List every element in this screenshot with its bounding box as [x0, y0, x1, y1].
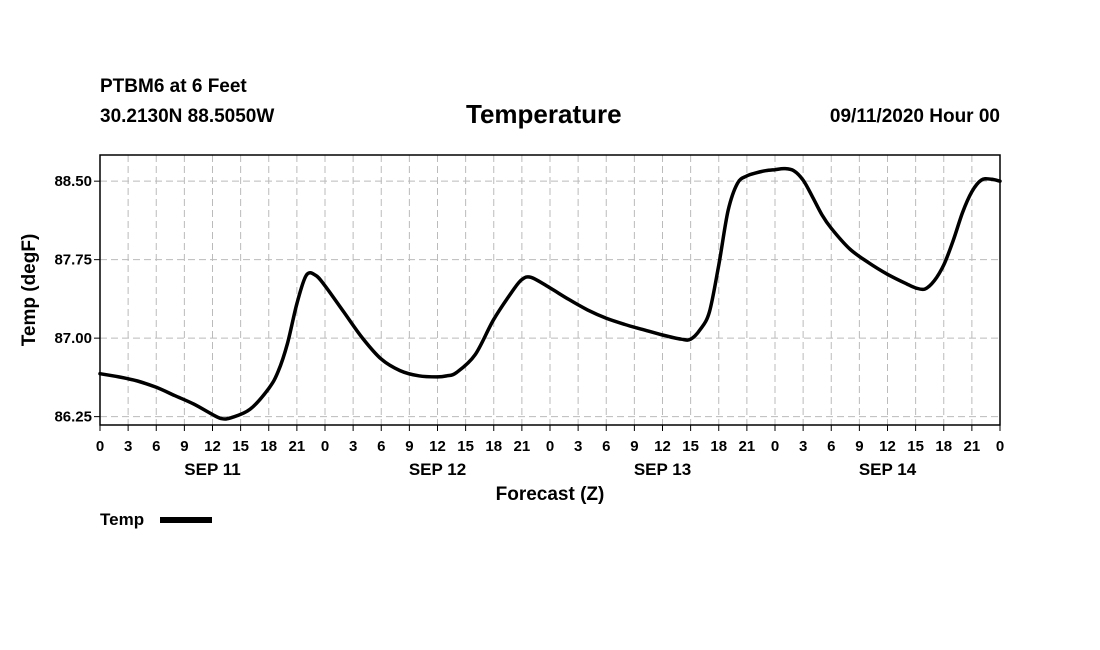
x-tick-label: 6 — [602, 438, 610, 455]
x-tick-label: 9 — [855, 438, 863, 455]
x-tick-label: 15 — [232, 438, 249, 455]
day-label: SEP 11 — [184, 460, 240, 479]
day-label: SEP 13 — [634, 460, 691, 479]
x-axis: 0 3 6 9 12 15 18 21 0 3 6 9 12 15 18 21 0 3 6 9 12 15 18 21 0 3 6 9… — [96, 425, 1004, 455]
x-tick-label: 18 — [935, 438, 952, 455]
x-axis-label: Forecast (Z) — [496, 484, 605, 505]
x-tick-label: 3 — [124, 438, 132, 455]
x-tick-label: 0 — [546, 438, 554, 455]
x-tick-label: 18 — [260, 438, 277, 455]
coordinates-label: 30.2130N 88.5050W — [100, 106, 275, 127]
x-tick-label: 21 — [289, 438, 306, 455]
x-tick-label: 21 — [514, 438, 531, 455]
day-labels: SEP 11 SEP 12 SEP 13 SEP 14 — [184, 460, 916, 479]
station-label: PTBM6 at 6 Feet — [100, 76, 247, 97]
legend: Temp — [100, 510, 212, 529]
x-tick-label: 3 — [349, 438, 357, 455]
y-tick-label: 87.00 — [54, 330, 92, 347]
x-tick-label: 18 — [485, 438, 502, 455]
x-tick-label: 12 — [654, 438, 671, 455]
x-tick-label: 9 — [405, 438, 413, 455]
x-tick-label: 3 — [799, 438, 807, 455]
x-tick-label: 3 — [574, 438, 582, 455]
x-tick-label: 6 — [152, 438, 160, 455]
x-tick-label: 0 — [96, 438, 104, 455]
grid-lines — [100, 155, 1000, 425]
y-axis-label: Temp (degF) — [19, 234, 40, 347]
x-tick-label: 9 — [630, 438, 638, 455]
x-tick-label: 6 — [377, 438, 385, 455]
x-tick-label: 12 — [429, 438, 446, 455]
day-label: SEP 12 — [409, 460, 466, 479]
day-label: SEP 14 — [859, 460, 917, 479]
y-tick-label: 86.25 — [54, 409, 92, 426]
temp-series-line — [98, 166, 1002, 421]
x-tick-label: 15 — [457, 438, 474, 455]
x-tick-label: 0 — [771, 438, 779, 455]
x-tick-label: 21 — [964, 438, 981, 455]
y-axis: 86.25 87.00 87.75 88.50 — [54, 173, 100, 426]
x-tick-label: 21 — [739, 438, 756, 455]
x-tick-label: 18 — [710, 438, 727, 455]
y-tick-label: 87.75 — [54, 252, 92, 269]
x-tick-label: 15 — [682, 438, 699, 455]
x-tick-label: 12 — [204, 438, 221, 455]
x-tick-label: 12 — [879, 438, 896, 455]
x-tick-label: 0 — [321, 438, 329, 455]
y-tick-label: 88.50 — [54, 173, 92, 190]
legend-label: Temp — [100, 510, 144, 529]
x-tick-label: 15 — [907, 438, 924, 455]
x-tick-label: 0 — [996, 438, 1004, 455]
forecast-datetime: 09/11/2020 Hour 00 — [829, 106, 1000, 127]
chart-title: Temperature — [466, 99, 622, 129]
x-tick-label: 9 — [180, 438, 188, 455]
x-tick-label: 6 — [827, 438, 835, 455]
